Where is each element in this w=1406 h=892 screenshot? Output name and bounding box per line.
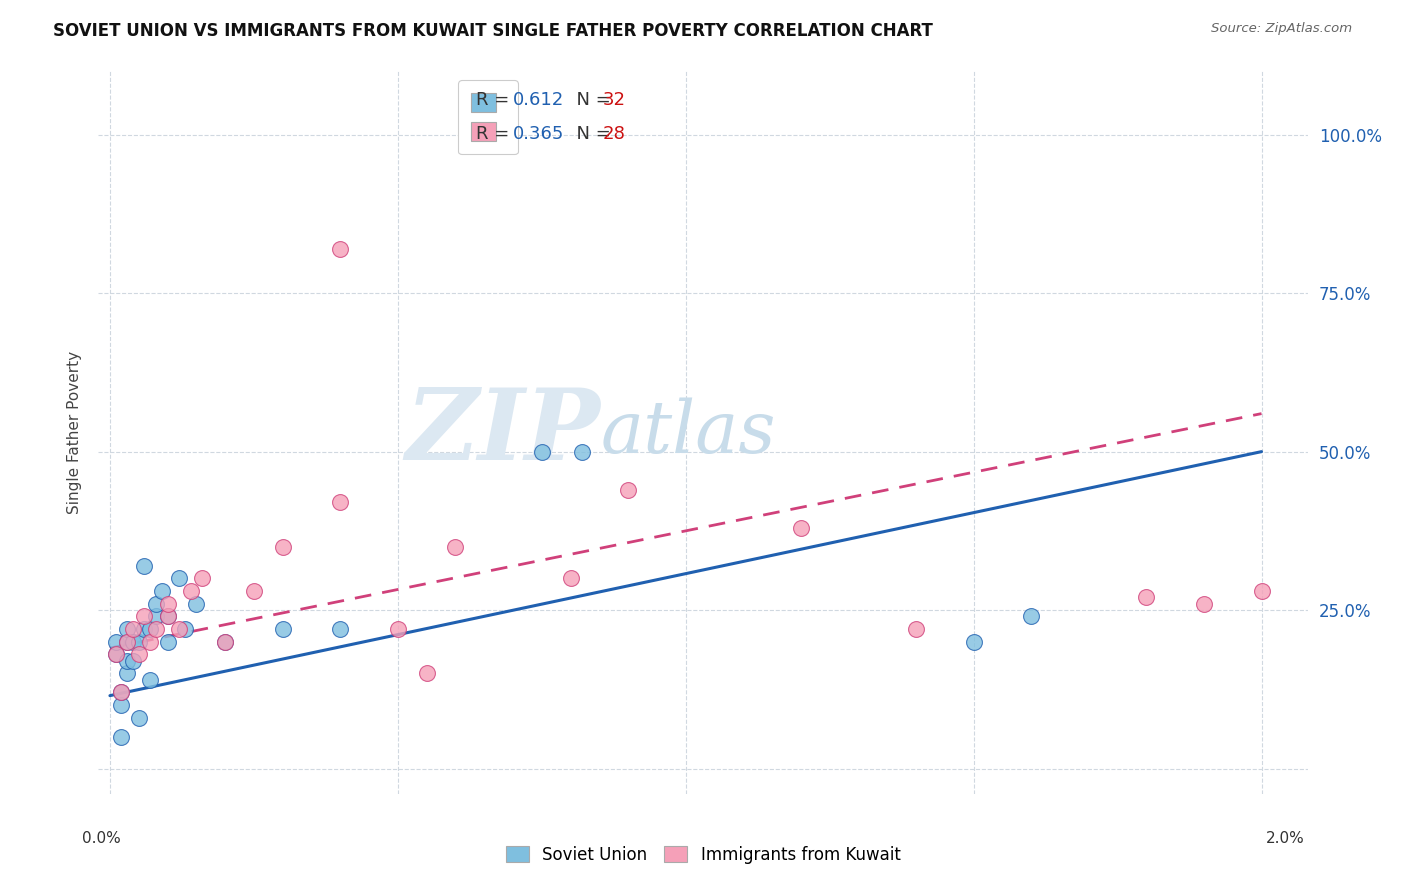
Point	[329, 495, 352, 509]
Point	[530, 444, 553, 458]
Point	[134, 558, 156, 573]
Point	[571, 444, 593, 458]
Point	[104, 648, 127, 662]
Point	[115, 666, 138, 681]
Point	[128, 648, 150, 662]
Point	[173, 622, 195, 636]
Point	[271, 540, 294, 554]
Text: Source: ZipAtlas.com: Source: ZipAtlas.com	[1212, 22, 1353, 36]
Point	[156, 609, 179, 624]
Point	[156, 597, 179, 611]
Point	[790, 521, 813, 535]
Text: atlas: atlas	[600, 397, 776, 468]
Text: 0.0%: 0.0%	[82, 831, 121, 846]
Point	[243, 584, 266, 599]
Point	[128, 711, 150, 725]
Point	[115, 634, 138, 648]
Point	[1135, 591, 1157, 605]
Point	[444, 540, 467, 554]
Point	[128, 634, 150, 648]
Point	[1019, 609, 1042, 624]
Point	[560, 571, 582, 585]
Point	[134, 622, 156, 636]
Point	[134, 609, 156, 624]
Point	[1250, 584, 1272, 599]
Point	[329, 242, 352, 256]
Point	[1192, 597, 1215, 611]
Point	[191, 571, 214, 585]
Point	[415, 666, 437, 681]
Point	[150, 584, 173, 599]
Legend: Soviet Union, Immigrants from Kuwait: Soviet Union, Immigrants from Kuwait	[499, 839, 907, 871]
Point	[122, 634, 145, 648]
Point	[110, 730, 132, 744]
Point	[186, 597, 208, 611]
Point	[145, 597, 167, 611]
Point	[110, 685, 132, 699]
Point	[617, 483, 640, 497]
Point	[214, 634, 236, 648]
Point	[156, 609, 179, 624]
Point	[387, 622, 409, 636]
Point	[271, 622, 294, 636]
Text: R =: R =	[477, 91, 515, 110]
Point	[962, 634, 984, 648]
Text: SOVIET UNION VS IMMIGRANTS FROM KUWAIT SINGLE FATHER POVERTY CORRELATION CHART: SOVIET UNION VS IMMIGRANTS FROM KUWAIT S…	[53, 22, 934, 40]
Text: 2.0%: 2.0%	[1265, 831, 1305, 846]
Point	[115, 622, 138, 636]
Point	[104, 634, 127, 648]
Text: 0.612: 0.612	[513, 91, 564, 110]
Text: R =: R =	[477, 126, 515, 144]
Point	[145, 609, 167, 624]
Text: 28: 28	[603, 126, 626, 144]
Text: ZIP: ZIP	[405, 384, 600, 481]
Point	[115, 654, 138, 668]
Text: 32: 32	[603, 91, 626, 110]
Point	[110, 685, 132, 699]
Point	[214, 634, 236, 648]
Text: 0.365: 0.365	[513, 126, 564, 144]
Point	[122, 654, 145, 668]
Text: N =: N =	[565, 126, 616, 144]
Point	[110, 698, 132, 713]
Point	[167, 571, 190, 585]
Point	[905, 622, 928, 636]
Text: N =: N =	[565, 91, 616, 110]
Point	[139, 634, 162, 648]
Point	[329, 622, 352, 636]
Point	[122, 622, 145, 636]
Point	[145, 622, 167, 636]
Point	[156, 634, 179, 648]
Point	[180, 584, 202, 599]
Point	[167, 622, 190, 636]
Point	[139, 673, 162, 687]
Legend: , : ,	[458, 80, 517, 154]
Point	[115, 634, 138, 648]
Point	[139, 622, 162, 636]
Point	[104, 648, 127, 662]
Y-axis label: Single Father Poverty: Single Father Poverty	[67, 351, 83, 514]
